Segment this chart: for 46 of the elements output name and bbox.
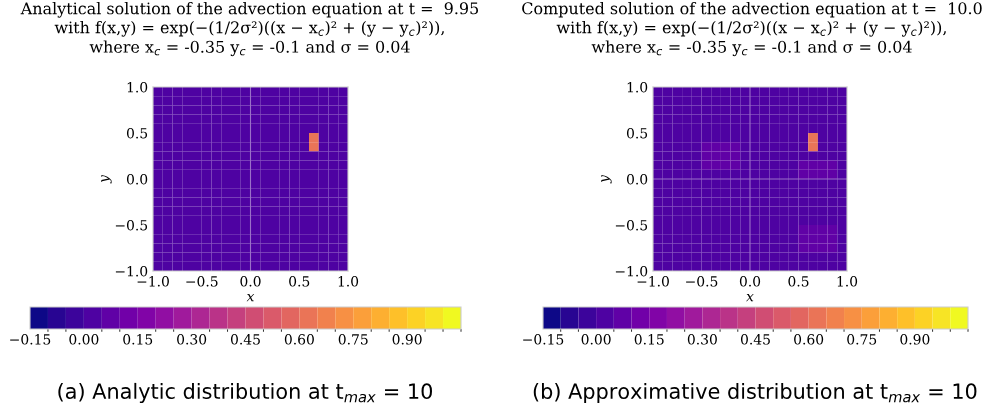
color-bar-label: 0.15 [123,334,153,345]
color-bar-label: 0.75 [847,334,877,345]
color-bar-label: 0.00 [69,334,99,345]
color-bar-label: 0.75 [338,334,368,345]
y-axis-title: y [101,174,112,184]
x-tick-label: 0.0 [739,276,761,287]
y-tick-label: 0.5 [126,127,148,139]
y-tick-label: 1.0 [627,81,648,93]
x-axis-title: x [246,294,255,302]
y-tick-label: 0.0 [126,173,148,185]
y-axis-title: y [601,174,612,184]
x-tick-label: 1.0 [338,276,359,287]
color-bar-label: −0.15 [10,334,51,345]
text: (a) Analytic distribution at t$_{max}$ = 10 [58,382,433,404]
text: with f(x,y) = exp(−(1/2σ²)((x − x$_{c}$)² + (y − y$_{c}$)²)), where x$_{c}$ = -0.35 y$_{c}$ = -0.1 and σ = 0.04 [556,21,946,57]
x-tick-label: −0.5 [686,276,718,287]
y-tick-label: −0.5 [615,219,648,231]
chart-title: Computed solution of the advection equation at t = 10.0 [522,2,982,18]
x-tick-label: 0.5 [289,276,310,287]
x-axis-title: x [746,294,754,302]
y-tick-label: 0.0 [626,173,648,185]
x-tick-label: 1.0 [837,276,858,287]
x-tick-label: −0.5 [186,276,218,287]
color-bar-label: 0.90 [392,334,422,345]
color-bar-label: 0.00 [581,334,611,345]
y-tick-label: 1.0 [127,81,148,93]
color-bar-label: 0.90 [900,334,930,345]
color-bar-label: −0.15 [523,334,564,345]
text: (b) Approximative distribution at t$_{max}$ = 10 [533,382,977,404]
color-bar-label: 0.60 [284,334,314,345]
color-bar-label: 0.45 [740,334,770,345]
text: with f(x,y) = exp(−(1/2σ²)((x − x$_{c}$)² + (y − y$_{c}$)²)), where x$_{c}$ = -0.35 y$_{c}$ = -0.1 and σ = 0.04 [54,21,444,57]
y-tick-label: −1.0 [615,265,648,277]
y-tick-label: −0.5 [115,219,148,231]
color-bar-label: 0.15 [634,334,664,345]
y-tick-label: −1.0 [115,265,148,277]
x-tick-label: 0.0 [240,276,261,287]
color-bar-label: 0.30 [687,334,717,345]
x-tick-label: 0.5 [788,276,809,287]
chart-title: Analytical solution of the advection equation at t = 9.95 [20,2,479,18]
color-bar-label: 0.60 [794,334,824,345]
y-tick-label: 0.5 [626,127,648,139]
x-tick-label: −1.0 [137,276,169,287]
color-bar-label: 0.45 [230,334,260,345]
x-tick-label: −1.0 [637,276,669,287]
color-bar-label: 0.30 [177,334,207,345]
